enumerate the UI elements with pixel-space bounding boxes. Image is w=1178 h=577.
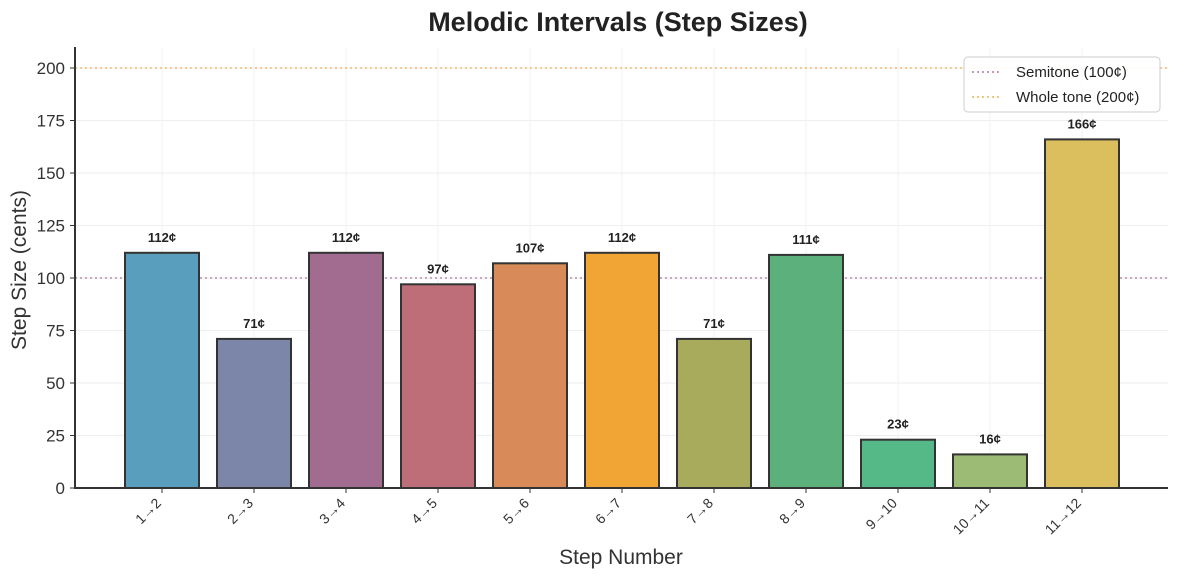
x-tick-label: 1→2 (132, 495, 164, 527)
data-label: 71¢ (243, 316, 265, 331)
y-tick-label: 150 (37, 164, 65, 183)
bar (124, 251, 200, 489)
data-label: 166¢ (1068, 116, 1097, 131)
y-tick-label: 175 (37, 112, 65, 131)
data-label: 107¢ (516, 240, 545, 255)
legend-entry: Semitone (100¢) (1016, 64, 1127, 81)
x-tick-label: 4→5 (408, 495, 440, 527)
legend-entry: Whole tone (200¢) (1016, 89, 1139, 106)
legend-box (963, 56, 1161, 113)
data-label: 71¢ (703, 316, 725, 331)
bar (492, 262, 568, 489)
y-tick-label: 75 (46, 322, 65, 341)
data-labels: 112¢ 71¢ 112¢ 97¢ 107¢ 112¢ 71¢ 111¢ 23¢ 16¢ 166¢ (148, 116, 1097, 446)
x-tick-label: 8→9 (776, 495, 808, 527)
y-tick-label: 100 (37, 269, 65, 288)
x-tick-label: 2→3 (224, 495, 256, 527)
bar (400, 283, 476, 489)
x-tick-label: 7→8 (684, 495, 716, 527)
data-label: 23¢ (887, 417, 909, 432)
data-label: 97¢ (427, 261, 449, 276)
axes (70, 47, 1168, 493)
bar (1044, 138, 1120, 489)
data-label: 16¢ (979, 431, 1001, 446)
data-label: 112¢ (148, 230, 176, 245)
x-tick-label: 3→4 (316, 495, 348, 527)
x-tick-label: 11→12 (1042, 495, 1085, 538)
y-axis-label: Step Size (cents) (8, 190, 31, 350)
bars (124, 138, 1120, 490)
bar (860, 438, 936, 490)
y-tick-label: 25 (46, 427, 65, 446)
x-tick-label: 5→6 (500, 495, 532, 527)
bar (584, 251, 660, 489)
data-label: 112¢ (608, 230, 636, 245)
bar (308, 251, 384, 489)
x-axis-label: Step Number (559, 546, 683, 569)
y-tick-label: 50 (46, 374, 65, 393)
x-tick-label: 10→11 (950, 495, 993, 538)
chart-title: Melodic Intervals (Step Sizes) (428, 7, 808, 37)
x-tick-label: 6→7 (592, 495, 624, 527)
bar (216, 337, 292, 489)
bar (768, 253, 844, 489)
y-tick-label: 125 (37, 217, 65, 236)
legend: Semitone (100¢) Whole tone (200¢) (963, 56, 1161, 113)
data-label: 112¢ (332, 230, 360, 245)
x-tick-label: 9→10 (862, 495, 900, 533)
bar (676, 337, 752, 489)
bar (952, 453, 1028, 489)
y-tick-label: 0 (56, 479, 65, 498)
y-tick-label: 200 (37, 59, 65, 78)
data-label: 111¢ (792, 232, 820, 247)
